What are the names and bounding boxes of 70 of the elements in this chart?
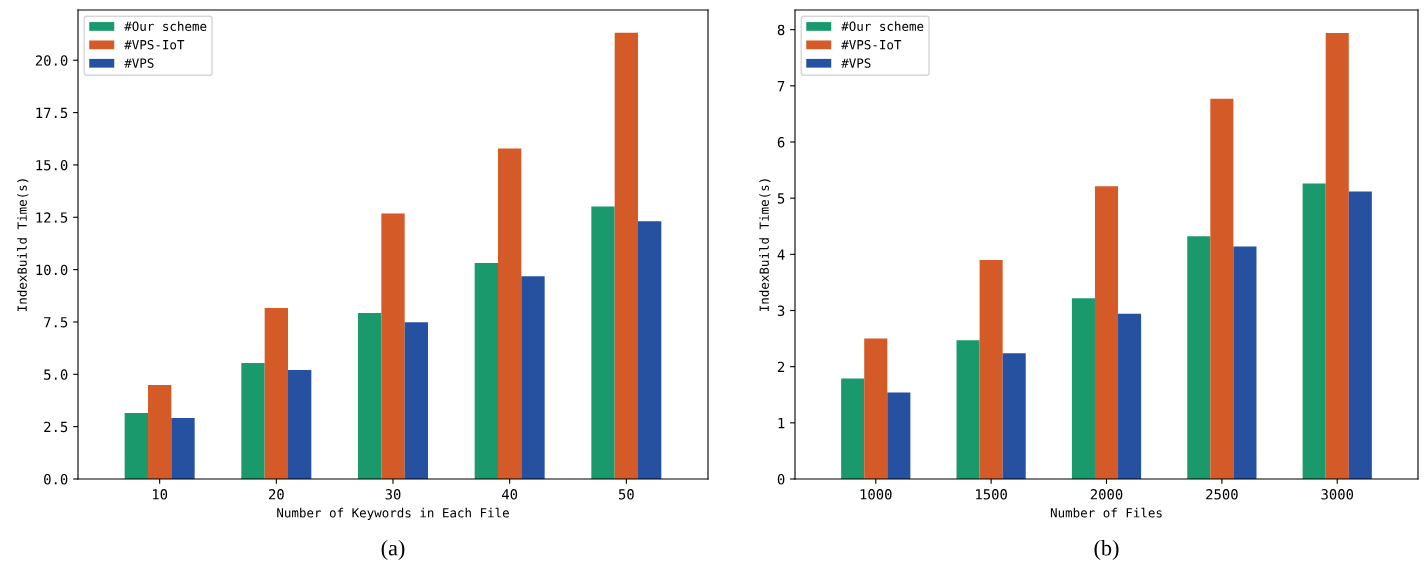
bar (358, 312, 382, 479)
y-tick-label: 2.5 (44, 421, 68, 433)
bar (1325, 33, 1349, 479)
bar (956, 340, 980, 479)
bar (1071, 298, 1095, 479)
y-tick-label: 7 (777, 81, 785, 92)
y-tick-label: 4 (777, 249, 785, 260)
bar (381, 213, 405, 479)
legend-label: #VPS-IoT (124, 39, 185, 50)
y-tick-label: 8 (777, 24, 785, 36)
bar (614, 32, 638, 479)
bar (241, 363, 265, 479)
x-tick-label: 40 (502, 489, 518, 500)
legend-label: #Our scheme (124, 21, 207, 31)
bar (404, 322, 428, 479)
bar (1002, 353, 1026, 479)
bar (288, 369, 312, 479)
y-tick-label: 2 (777, 361, 785, 372)
bar (841, 378, 865, 479)
y-axis-title: IndexBuild Time(s) (17, 179, 29, 311)
legend-label: #Our scheme (841, 21, 924, 31)
bar (979, 259, 1003, 479)
y-tick-label: 5 (777, 193, 785, 204)
x-tick-label: 30 (385, 489, 401, 500)
y-tick-label: 5.0 (44, 369, 68, 380)
bar (591, 206, 615, 479)
y-tick-label: 0.0 (44, 474, 68, 485)
bar (1187, 236, 1211, 479)
x-tick-label: 2500 (1206, 489, 1238, 500)
y-tick-label: 12.5 (36, 212, 68, 223)
y-tick-label: 20.0 (35, 55, 68, 66)
x-tick-label: 50 (618, 489, 634, 500)
text: (a) (381, 539, 405, 561)
x-tick-label: 2000 (1090, 489, 1123, 500)
bar (521, 276, 545, 479)
y-tick-label: 3 (777, 305, 785, 317)
y-tick-label: 6 (777, 137, 785, 148)
x-tick-label: 10 (152, 489, 168, 500)
bar (1348, 191, 1372, 479)
text: (b) (1094, 539, 1119, 561)
y-tick-label: 10.0 (36, 264, 68, 276)
y-tick-label: 0 (777, 474, 785, 485)
y-tick-label: 15.0 (36, 159, 68, 171)
y-tick-label: 7.5 (44, 317, 68, 328)
bar (264, 307, 288, 479)
bar (1210, 98, 1234, 479)
legend-label: #VPS (841, 58, 871, 68)
bar (887, 392, 911, 479)
bar (638, 221, 662, 479)
bar (124, 413, 148, 479)
bar (1094, 186, 1119, 479)
bar (864, 338, 888, 479)
bar (474, 262, 498, 479)
bar (498, 148, 522, 479)
legend-label: #VPS-IoT (841, 39, 902, 50)
bar (1302, 183, 1326, 479)
x-tick-label: 1500 (976, 489, 1007, 500)
bar (1233, 246, 1257, 479)
bar (148, 384, 172, 479)
legend-label: #VPS (124, 58, 154, 68)
x-tick-label: 20 (269, 489, 284, 500)
x-tick-label: 3000 (1321, 489, 1354, 500)
x-axis-title: Number of Keywords in Each File (277, 507, 509, 520)
bar (171, 418, 195, 479)
bar (1118, 313, 1142, 479)
x-tick-label: 1000 (860, 489, 892, 500)
y-axis-title: IndexBuild Time(s) (759, 179, 771, 311)
y-tick-label: 17.5 (36, 107, 68, 119)
y-tick-label: 1 (778, 418, 785, 429)
x-axis-title: Number of Files (1050, 507, 1162, 518)
